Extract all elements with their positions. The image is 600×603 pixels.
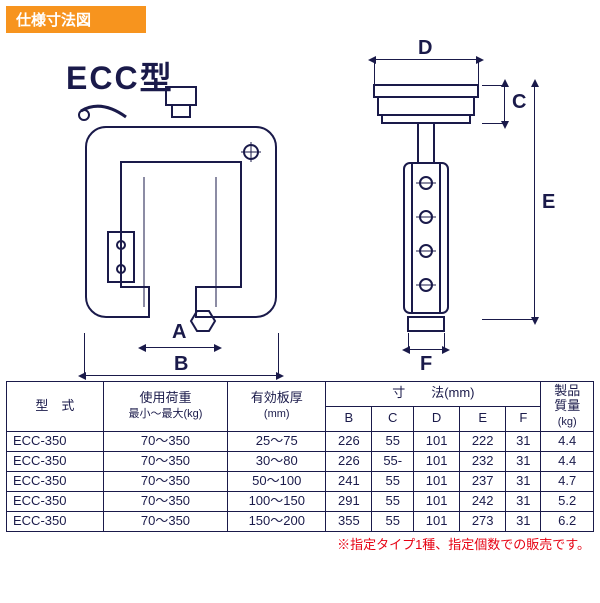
section-header: 仕様寸法図 bbox=[6, 6, 146, 33]
th-C: C bbox=[372, 406, 414, 431]
cell: 70～350 bbox=[103, 491, 227, 511]
cell: 101 bbox=[414, 451, 460, 471]
cell: 101 bbox=[414, 431, 460, 451]
cell: 31 bbox=[506, 491, 541, 511]
cell: 5.2 bbox=[541, 491, 594, 511]
th-D: D bbox=[414, 406, 460, 431]
clamp-side-svg bbox=[356, 67, 496, 377]
cell: 70～350 bbox=[103, 471, 227, 491]
cell: 31 bbox=[506, 511, 541, 531]
table-row: ECC-35070～350150～20035555101273316.2 bbox=[7, 511, 594, 531]
cell: 222 bbox=[460, 431, 506, 451]
cell: 50～100 bbox=[228, 471, 326, 491]
th-E: E bbox=[460, 406, 506, 431]
cell: 232 bbox=[460, 451, 506, 471]
cell: 273 bbox=[460, 511, 506, 531]
cell: 4.4 bbox=[541, 451, 594, 471]
dim-A: A bbox=[172, 321, 186, 344]
cell: 150～200 bbox=[228, 511, 326, 531]
th-B: B bbox=[326, 406, 372, 431]
cell: 4.4 bbox=[541, 431, 594, 451]
cell: 30～80 bbox=[228, 451, 326, 471]
cell: ECC-350 bbox=[7, 491, 104, 511]
cell: 355 bbox=[326, 511, 372, 531]
cell: 31 bbox=[506, 451, 541, 471]
cell: 6.2 bbox=[541, 511, 594, 531]
cell: 70～350 bbox=[103, 431, 227, 451]
cell: 4.7 bbox=[541, 471, 594, 491]
cell: ECC-350 bbox=[7, 451, 104, 471]
dim-C: C bbox=[512, 91, 526, 114]
cell: 31 bbox=[506, 431, 541, 451]
cell: 291 bbox=[326, 491, 372, 511]
cell: 70～350 bbox=[103, 451, 227, 471]
th-model: 型 式 bbox=[7, 382, 104, 432]
cell: ECC-350 bbox=[7, 511, 104, 531]
dim-B: B bbox=[174, 353, 188, 376]
cell: 100～150 bbox=[228, 491, 326, 511]
th-load: 使用荷重 最小～最大(kg) bbox=[103, 382, 227, 432]
cell: 31 bbox=[506, 471, 541, 491]
cell: 55 bbox=[372, 471, 414, 491]
cell: 242 bbox=[460, 491, 506, 511]
cell: 55 bbox=[372, 431, 414, 451]
spec-table: 型 式 使用荷重 最小～最大(kg) 有効板厚 (mm) 寸 法(mm) 製品 … bbox=[6, 381, 594, 532]
th-dims: 寸 法(mm) bbox=[326, 382, 541, 407]
cell: 70～350 bbox=[103, 511, 227, 531]
cell: 226 bbox=[326, 451, 372, 471]
diagram-area: ECC型 bbox=[6, 37, 594, 377]
cell: 101 bbox=[414, 511, 460, 531]
cell: 237 bbox=[460, 471, 506, 491]
dim-F: F bbox=[420, 353, 432, 376]
cell: 55- bbox=[372, 451, 414, 471]
cell: 25～75 bbox=[228, 431, 326, 451]
cell: 101 bbox=[414, 491, 460, 511]
dim-E: E bbox=[542, 191, 555, 214]
cell: ECC-350 bbox=[7, 471, 104, 491]
cell: 55 bbox=[372, 491, 414, 511]
table-row: ECC-35070～350100～15029155101242315.2 bbox=[7, 491, 594, 511]
cell: 55 bbox=[372, 511, 414, 531]
cell: ECC-350 bbox=[7, 431, 104, 451]
cell: 226 bbox=[326, 431, 372, 451]
th-F: F bbox=[506, 406, 541, 431]
table-row: ECC-35070～35025～7522655101222314.4 bbox=[7, 431, 594, 451]
th-mass: 製品 質量 (kg) bbox=[541, 382, 594, 432]
dim-D: D bbox=[418, 37, 432, 60]
cell: 241 bbox=[326, 471, 372, 491]
table-row: ECC-35070～35030～8022655-101232314.4 bbox=[7, 451, 594, 471]
table-row: ECC-35070～35050～10024155101237314.7 bbox=[7, 471, 594, 491]
th-thickness: 有効板厚 (mm) bbox=[228, 382, 326, 432]
note: ※指定タイプ1種、指定個数での販売です。 bbox=[0, 534, 590, 553]
cell: 101 bbox=[414, 471, 460, 491]
